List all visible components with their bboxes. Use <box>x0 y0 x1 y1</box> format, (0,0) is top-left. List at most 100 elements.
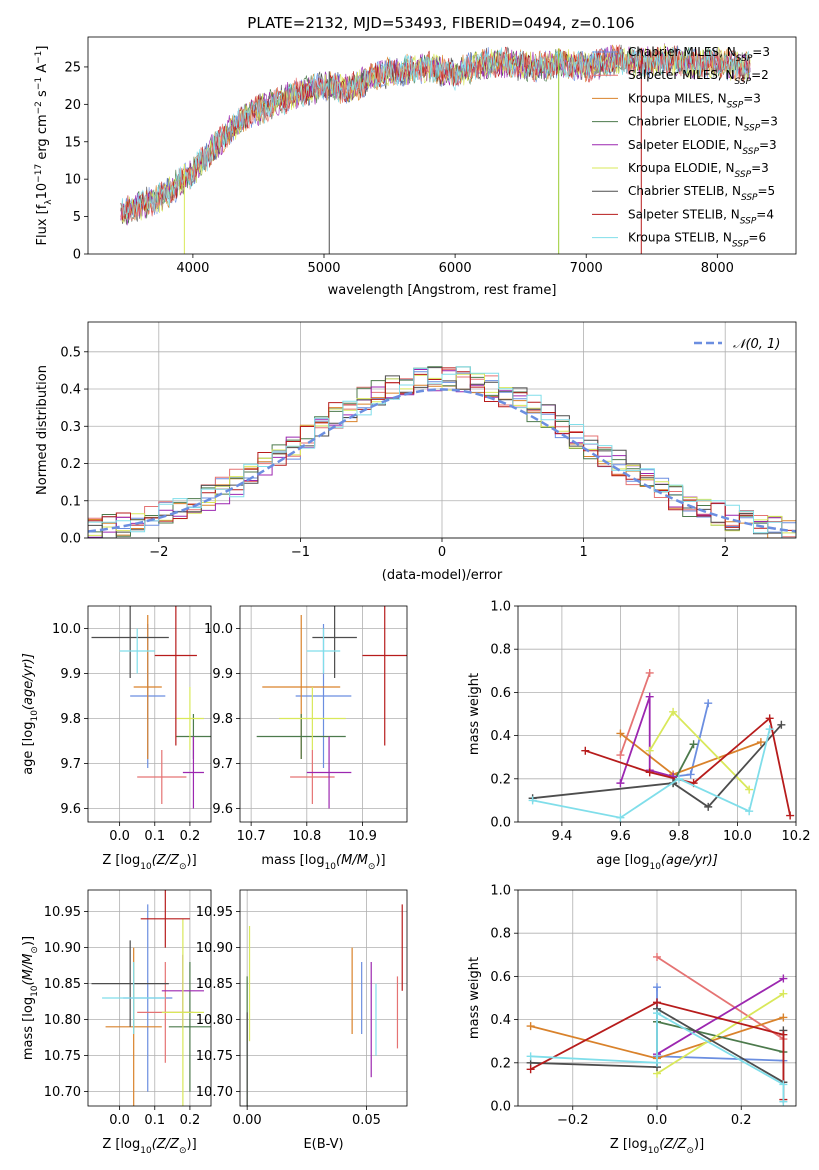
weight-marker <box>653 1009 661 1018</box>
spectrum-series-4 <box>120 43 751 226</box>
weight-series-3 <box>656 1020 784 1053</box>
errorbar-point <box>306 628 341 674</box>
y-tick-label: 10.80 <box>196 1013 233 1028</box>
weight-marker <box>765 725 774 734</box>
spectrum-panel: 4000 5000 6000 7000 8000 0 5 10 15 20 25 wavelength… <box>34 36 797 298</box>
weight-marker <box>653 1058 661 1067</box>
errorbar-point <box>278 687 346 750</box>
weight-marker <box>756 738 765 747</box>
x-tick-label: 10.8 <box>292 829 321 844</box>
weight-marker <box>786 811 795 820</box>
y-tick-label: 15 <box>64 135 81 150</box>
weight-marker <box>704 802 713 811</box>
legend-label: Chabrier ELODIE, NSSP=3 <box>628 115 778 134</box>
x-tick-label: 0.1 <box>144 1113 165 1128</box>
y-tick-label: 0.8 <box>490 643 511 658</box>
y-tick-label: 10.70 <box>196 1085 233 1100</box>
y-tick-label: 1.0 <box>490 600 511 615</box>
weight-series-5 <box>656 992 784 1075</box>
x-tick-label: −0.2 <box>557 1113 589 1128</box>
weight-series-1 <box>656 956 784 1040</box>
errorbar-point <box>102 962 166 1034</box>
weight-series-0 <box>672 702 710 778</box>
x-tick-label: 8000 <box>701 261 734 276</box>
plot-frame <box>87 889 212 1107</box>
y-tick-label: 9.7 <box>60 757 81 772</box>
y-tick-label: 0.4 <box>490 1013 511 1028</box>
errorbar-point <box>290 750 335 804</box>
y-tick-label: 0.1 <box>60 494 81 509</box>
y-axis-label: mass weight <box>467 673 482 755</box>
weight-marker <box>526 1022 535 1031</box>
y-tick-label: 10.90 <box>44 941 81 956</box>
y-tick-label: 0.2 <box>60 457 81 472</box>
x-tick-label: −2 <box>149 545 168 560</box>
weight-marker <box>777 720 786 729</box>
weight-series-6 <box>532 724 783 809</box>
y-axis-label: Normed distribution <box>35 365 50 495</box>
x-axis-label: wavelength [Angstrom, rest frame] <box>328 283 557 298</box>
y-tick-label: 0 <box>73 248 81 263</box>
errorbar-point <box>161 918 204 1106</box>
y-tick-label: 9.9 <box>60 667 81 682</box>
legend-label: Salpeter STELIB, NSSP=4 <box>628 207 774 226</box>
histogram-series-8 <box>88 366 796 538</box>
plot-frame <box>517 889 797 1107</box>
weight-marker <box>779 1030 788 1039</box>
weight-marker <box>779 1013 788 1022</box>
y-tick-label: 9.8 <box>212 712 233 727</box>
y-tick-label: 5 <box>73 210 81 225</box>
errorbar-point <box>133 615 162 759</box>
x-tick-label: 7000 <box>570 261 603 276</box>
x-axis-label: age [log10(age/yr)] <box>596 853 718 872</box>
spectrum-series-8 <box>120 46 751 219</box>
weight-series-1 <box>619 672 651 756</box>
legend-marker: + <box>600 46 609 59</box>
x-tick-label: 9.8 <box>669 829 690 844</box>
y-tick-label: 10.80 <box>44 1013 81 1028</box>
y-tick-label: 0.6 <box>490 970 511 985</box>
plot-frame <box>517 605 797 823</box>
weight-marker <box>616 813 625 822</box>
y-axis-label: Flux [fλ10−17 erg cm−2 s−1 A−1] <box>34 46 54 246</box>
weight-marker <box>689 740 698 749</box>
y-tick-label: 9.9 <box>212 667 233 682</box>
x-tick-label: 0.2 <box>180 829 201 844</box>
y-tick-label: 10.95 <box>196 905 233 920</box>
errorbar-point <box>119 628 155 674</box>
weight-marker <box>616 779 625 788</box>
legend-label: 𝒩(0, 1) <box>733 337 780 352</box>
y-tick-label: 0.2 <box>490 772 511 787</box>
weight-marker <box>645 668 654 677</box>
weight-marker <box>779 1080 788 1089</box>
x-tick-label: 6000 <box>439 261 472 276</box>
y-tick-label: 0.8 <box>490 927 511 942</box>
x-tick-label: 0.0 <box>109 829 130 844</box>
weight-series-7 <box>530 1001 785 1100</box>
weight-marker <box>779 1097 788 1106</box>
residuals-panel: −2 −1 0 1 2 0.0 0.1 0.2 0.3 0.4 0.5 (data-model)/er… <box>35 321 797 583</box>
weight-marker <box>528 796 537 805</box>
x-tick-label: 4000 <box>176 261 209 276</box>
weight-marker <box>653 952 661 961</box>
errorbar-point <box>175 687 204 750</box>
weight-series-4 <box>656 977 784 1055</box>
x-tick-label: 10.7 <box>237 829 266 844</box>
errorbar-point <box>182 736 204 809</box>
y-tick-label: 10.90 <box>196 941 233 956</box>
errorbar-point <box>168 962 211 1092</box>
z_mass-panel: 0.0 0.1 0.2 10.70 10.75 10.80 10.85 10.90 10.95 Z… <box>21 889 212 1156</box>
weight-marker <box>745 807 754 816</box>
plot-frame <box>87 605 212 823</box>
weight-marker <box>669 707 678 716</box>
plot-frame <box>87 321 797 539</box>
figure-title: PLATE=2132, MJD=53493, FIBERID=0494, z=0… <box>247 14 634 32</box>
x-tick-label: 1 <box>579 545 587 560</box>
legend-label: Chabrier MILES, NSSP=3 <box>628 45 770 64</box>
legend: + Chabrier MILES, NSSP=3 Salpeter MILES, N… <box>592 45 778 250</box>
y-tick-label: 0.2 <box>490 1056 511 1071</box>
x-tick-label: 2 <box>721 545 729 560</box>
y-axis-label: age [log10(age/yr)] <box>21 653 40 775</box>
x-tick-label: 10.2 <box>782 829 811 844</box>
legend-label: Chabrier STELIB, NSSP=5 <box>628 184 775 203</box>
